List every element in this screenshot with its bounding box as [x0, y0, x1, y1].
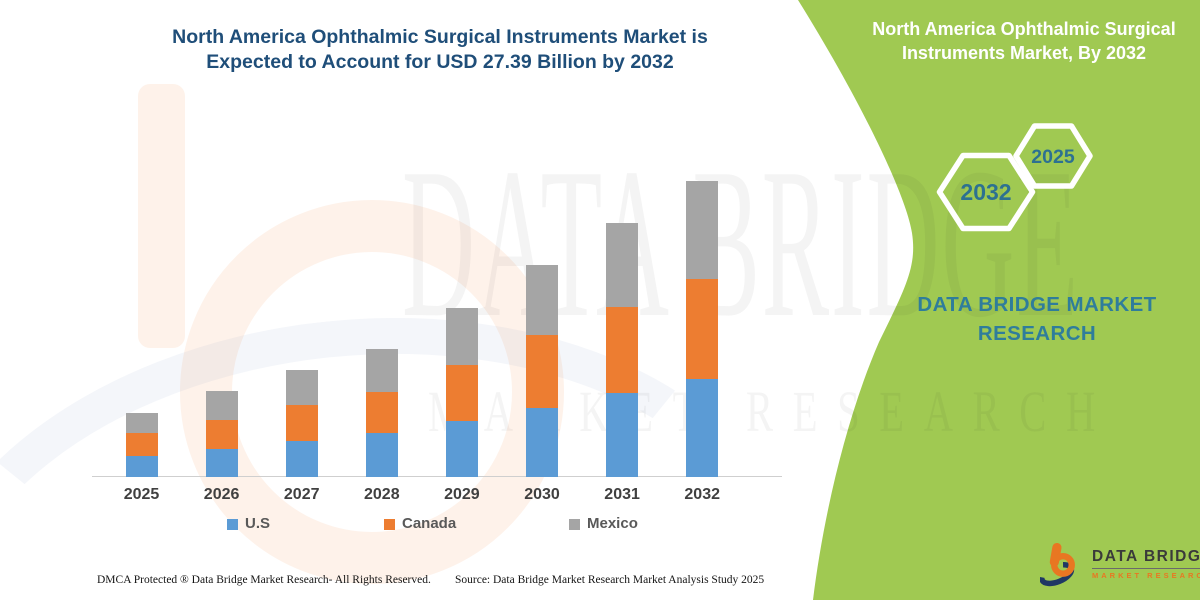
x-axis-line: [92, 475, 782, 477]
bar-segment-mexico-2031: [606, 222, 639, 307]
green-panel-shape: [798, 0, 1200, 600]
footer-source-text: Source: Data Bridge Market Research Mark…: [455, 574, 765, 586]
bar-segment-mexico-2030: [526, 265, 558, 335]
legend-label-canada: Canada: [402, 515, 457, 532]
x-axis-label-2026: 2026: [203, 486, 240, 503]
legend-item-canada: Canada: [384, 515, 456, 532]
x-axis-label-2030: 2030: [524, 486, 560, 503]
footer-dmca-text: DMCA Protected ® Data Bridge Market Rese…: [97, 574, 431, 586]
x-axis-label-2031: 2031: [604, 486, 640, 503]
x-axis-label-2027: 2027: [283, 486, 320, 503]
plot-area: [92, 150, 782, 477]
bar-segment-mexico-2025: [125, 412, 158, 434]
legend-swatch: [227, 519, 238, 530]
chart-title: North America Ophthalmic Surgical Instru…: [100, 25, 780, 76]
x-axis-labels: 2025 2026 2027 2028 2029 2030 2031 2032: [100, 486, 776, 506]
data-bridge-logo: DATA BRIDGE MARKET RESEARCH: [1040, 541, 1200, 587]
x-axis-label-2032: 2032: [684, 486, 720, 503]
bar-segment-canada-2029: [445, 364, 478, 421]
side-panel-title-line2: Instruments Market, By 2032: [901, 43, 1147, 64]
logo-divider: [1092, 568, 1200, 569]
side-panel-title-line1: North America Ophthalmic Surgical: [872, 19, 1176, 39]
bar-segment-canada-2031: [606, 306, 639, 393]
bar-segment-us-2032: [686, 378, 719, 477]
bar-segment-us-2026: [205, 449, 238, 477]
bar-segment-us-2030: [526, 408, 558, 477]
legend-item-us: U.S: [227, 515, 270, 532]
legend-swatch: [569, 519, 580, 530]
legend-swatch: [384, 519, 395, 530]
bar-segment-canada-2030: [526, 334, 558, 409]
bar-segment-mexico-2026: [205, 391, 238, 420]
legend-label-mexico: Mexico: [587, 515, 638, 532]
bar-segment-mexico-2032: [686, 181, 719, 279]
chart-title-line2: Expected to Account for USD 27.39 Billio…: [206, 51, 674, 74]
bar-segment-canada-2027: [285, 405, 318, 441]
bar-segment-canada-2028: [365, 391, 398, 434]
logo-name: DATA BRIDGE: [1092, 548, 1200, 565]
side-panel-brand-text: DATA BRIDGE MARKET RESEARCH: [902, 291, 1172, 348]
logo-tagline: MARKET RESEARCH: [1092, 571, 1200, 580]
bar-segment-canada-2032: [686, 278, 719, 379]
bar-segment-canada-2025: [125, 433, 158, 456]
bar-segment-mexico-2027: [285, 369, 318, 406]
data-bridge-b-icon: [1040, 542, 1075, 587]
side-panel-brand-line2: RESEARCH: [977, 321, 1097, 345]
bar-segment-us-2029: [445, 420, 478, 477]
logo-text: DATA BRIDGE MARKET RESEARCH: [1092, 548, 1200, 580]
bar-segment-mexico-2028: [365, 348, 398, 392]
bar-segment-us-2027: [285, 440, 318, 477]
x-axis-label-2029: 2029: [444, 486, 480, 503]
bar-segment-us-2025: [125, 455, 158, 477]
x-axis-label-2028: 2028: [364, 486, 400, 503]
legend-label-us: U.S: [245, 515, 271, 532]
side-panel-title: North America Ophthalmic Surgical Instru…: [856, 17, 1192, 66]
x-axis-label-2025: 2025: [123, 486, 160, 503]
bar-segment-mexico-2029: [445, 307, 478, 365]
side-panel-brand-line1: DATA BRIDGE MARKET: [917, 293, 1157, 316]
bar-segment-canada-2026: [205, 419, 238, 450]
bar-segment-us-2031: [606, 392, 639, 477]
legend-item-mexico: Mexico: [569, 515, 638, 532]
bar-segment-us-2028: [365, 433, 398, 477]
chart-title-line1: North America Ophthalmic Surgical Instru…: [172, 26, 708, 48]
legend: U.S Canada Mexico: [0, 515, 780, 537]
